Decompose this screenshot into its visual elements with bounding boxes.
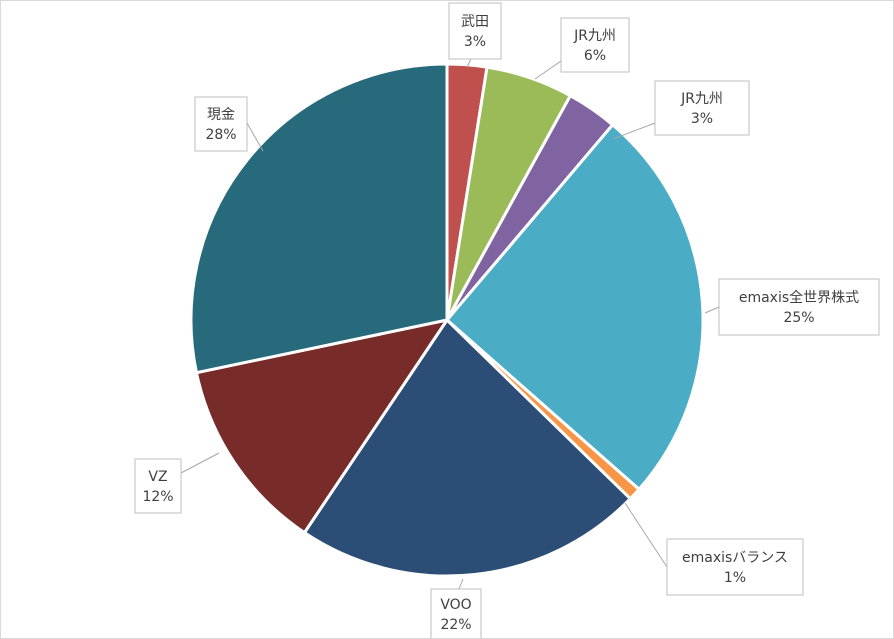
leader-line xyxy=(612,122,656,140)
data-label-category: VOO xyxy=(440,597,471,613)
data-label: JR九州 6% xyxy=(560,17,630,73)
pie-slice xyxy=(189,62,449,375)
data-label-percent: 6% xyxy=(584,48,606,64)
data-label-percent: 3% xyxy=(464,34,486,50)
leader-line xyxy=(624,502,668,568)
leader-line xyxy=(458,578,464,590)
pie-slices xyxy=(189,62,705,578)
leader-lines xyxy=(180,58,720,590)
data-label-category: emaxis全世界株式 xyxy=(739,289,859,306)
leader-line xyxy=(246,122,264,152)
data-label-category: emaxisバランス xyxy=(682,550,788,566)
data-label-box xyxy=(654,80,750,136)
data-label-box xyxy=(448,2,502,60)
data-label-percent: 22% xyxy=(440,617,471,633)
data-label-category: VZ xyxy=(148,469,167,485)
data-label-box xyxy=(718,278,880,336)
data-label: emaxis全世界株式 25% xyxy=(718,278,880,336)
data-label: VOO 22% xyxy=(430,588,482,638)
data-label-percent: 25% xyxy=(783,310,814,326)
data-label-box xyxy=(666,538,804,596)
pie-slice xyxy=(445,123,705,491)
pie-slice xyxy=(302,318,632,578)
leader-line xyxy=(704,306,720,314)
data-label-box xyxy=(134,458,182,514)
data-label-box xyxy=(560,17,630,73)
pie-slice xyxy=(194,318,449,535)
data-label-percent: 12% xyxy=(142,489,173,505)
leader-line xyxy=(466,58,472,68)
data-label: 武田 3% xyxy=(448,2,502,60)
data-label-percent: 3% xyxy=(691,111,713,127)
data-label-percent: 1% xyxy=(724,570,746,586)
data-label: 現金 28% xyxy=(194,96,248,152)
data-label-category: 武田 xyxy=(461,14,489,30)
data-label-percent: 28% xyxy=(205,127,236,143)
data-label-box xyxy=(430,588,482,638)
data-label: JR九州 3% xyxy=(654,80,750,136)
data-labels: 武田 3% JR九州 6% JR九州 3% emaxis全世界株式 25% emaxisバランス… xyxy=(134,2,880,638)
data-label: VZ 12% xyxy=(134,458,182,514)
leader-line xyxy=(534,60,562,80)
data-label-category: 現金 xyxy=(207,107,235,123)
data-label-box xyxy=(194,96,248,152)
data-label-category: JR九州 xyxy=(680,91,723,107)
data-label-category: JR九州 xyxy=(573,28,616,44)
leader-line xyxy=(180,452,220,474)
data-label: emaxisバランス 1% xyxy=(666,538,804,596)
